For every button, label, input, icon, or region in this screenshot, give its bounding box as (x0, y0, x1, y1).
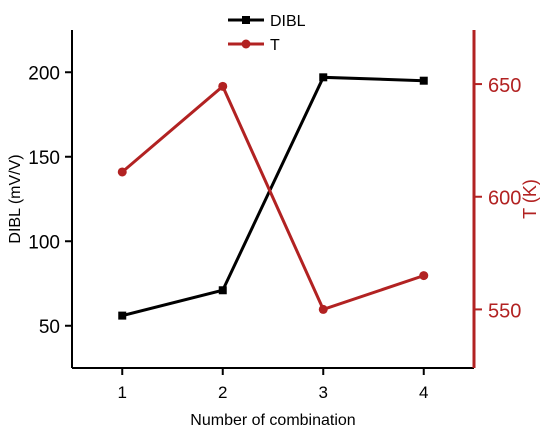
left-y-tick-label: 50 (39, 317, 60, 338)
data-point-dibl (419, 76, 428, 85)
right-y-tick-label: 600 (488, 188, 521, 210)
legend-label-dibl: DIBL (270, 13, 306, 30)
x-axis-title: Number of combination (190, 412, 355, 429)
axes: 1 2 3 4 50 100 150 200 550 600 650 DIBL (mV/V) T (K)… (7, 30, 540, 429)
legend-marker-dibl (242, 16, 250, 24)
x-tick-label: 1 (118, 383, 127, 402)
data-point-dibl (218, 286, 227, 295)
legend: DIBL T (228, 13, 306, 54)
right-y-axis-title: T (K) (520, 179, 540, 219)
legend-marker-t (241, 39, 251, 49)
right-y-tick-label: 650 (488, 75, 521, 97)
data-point-t (419, 271, 429, 281)
series-line-dibl (121, 75, 424, 318)
data-point-dibl (118, 311, 127, 320)
data-point-dibl (319, 73, 328, 82)
series-layer (117, 73, 429, 320)
x-tick-label: 3 (319, 383, 328, 402)
data-point-t (218, 81, 228, 91)
left-y-axis-title: DIBL (mV/V) (7, 154, 24, 243)
data-point-t (117, 167, 127, 177)
left-y-tick-label: 200 (28, 63, 60, 84)
series-line-t (121, 83, 425, 312)
legend-label-t: T (270, 37, 280, 54)
x-tick-label: 4 (419, 383, 428, 402)
x-tick-label: 2 (218, 383, 227, 402)
data-point-t (318, 304, 328, 314)
left-y-tick-label: 100 (28, 232, 60, 253)
right-y-tick-label: 550 (488, 300, 521, 322)
left-y-tick-label: 150 (28, 148, 60, 169)
